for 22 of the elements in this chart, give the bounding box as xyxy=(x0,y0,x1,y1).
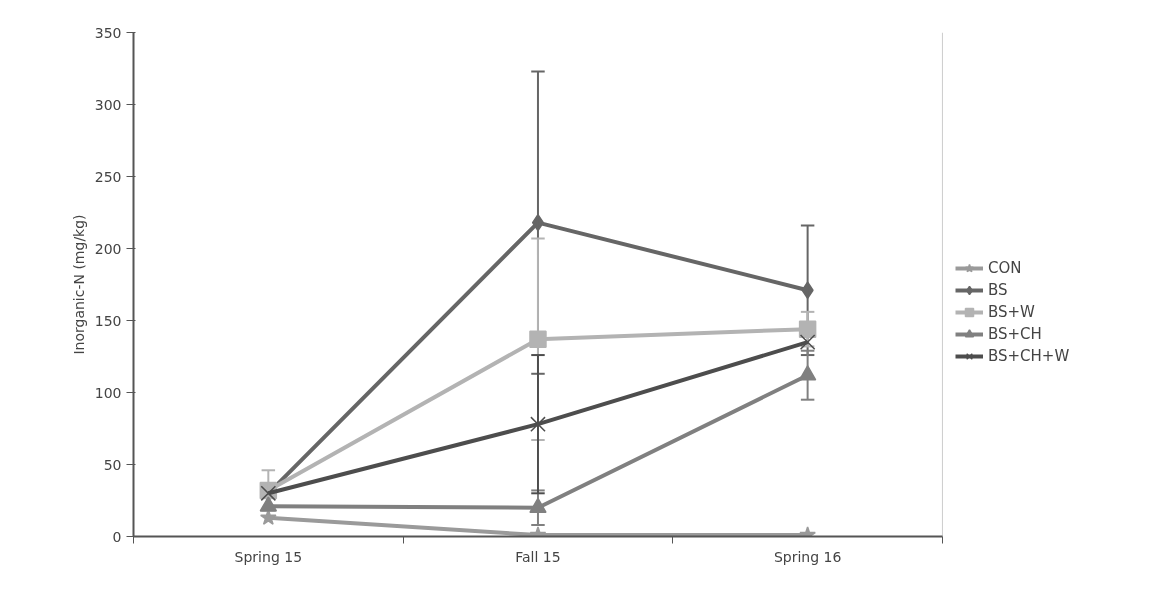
y-tick-label: 200 xyxy=(94,240,122,257)
y-tick-label: 350 xyxy=(94,24,122,41)
point xyxy=(529,330,547,348)
point xyxy=(530,416,546,432)
y-axis-title: Inorganic-N (mg/kg) xyxy=(70,214,87,355)
legend-label: BS+CH xyxy=(988,325,1042,343)
point xyxy=(259,496,278,512)
y-tick-label: 150 xyxy=(94,312,122,329)
legend-label: BS+W xyxy=(988,303,1035,321)
x-tick-label: Spring 16 xyxy=(773,548,842,565)
y-tick-label: 250 xyxy=(94,168,122,185)
y-tick-label: 100 xyxy=(94,384,122,401)
point xyxy=(799,334,816,350)
legend-label: CON xyxy=(988,259,1022,277)
y-tick-label: 0 xyxy=(112,528,122,545)
y-tick-label: 50 xyxy=(103,456,122,473)
legend-label: BS+CH+W xyxy=(988,347,1070,365)
x-tick-label: Fall 15 xyxy=(515,548,561,565)
y-tick-label: 300 xyxy=(94,96,122,113)
legend-label: BS xyxy=(988,281,1008,299)
x-tick-label: Spring 15 xyxy=(234,548,303,565)
point xyxy=(259,509,277,525)
